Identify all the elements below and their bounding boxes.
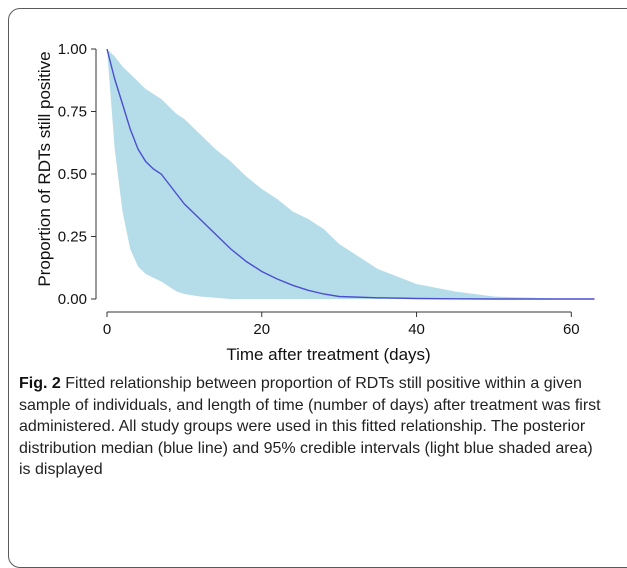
- median-line: [106, 48, 595, 300]
- figure-caption: Fig. 2 Fitted relationship between propo…: [19, 373, 607, 481]
- y-tick-label: 0.00: [58, 291, 87, 308]
- x-axis-label: Time after treatment (days): [226, 345, 430, 364]
- credible-interval-band: [107, 49, 595, 299]
- y-axis-label: Proportion of RDTs still positive: [35, 51, 54, 286]
- y-tick-label: 0.75: [58, 104, 87, 121]
- caption-label: Fig. 2: [19, 375, 61, 392]
- y-tick-label: 0.50: [58, 166, 87, 183]
- caption-text: Fitted relationship between proportion o…: [19, 375, 601, 478]
- x-tick-label: 20: [253, 321, 270, 338]
- y-tick-label: 1.00: [58, 41, 87, 58]
- x-tick-label: 40: [408, 321, 425, 338]
- x-tick-label: 0: [103, 321, 111, 338]
- y-tick-label: 0.25: [58, 229, 87, 246]
- chart: 0 20 40 60 0.00 0.25 0.50 0.75 1.00 Time after …: [35, 41, 595, 364]
- x-tick-label: 60: [563, 321, 580, 338]
